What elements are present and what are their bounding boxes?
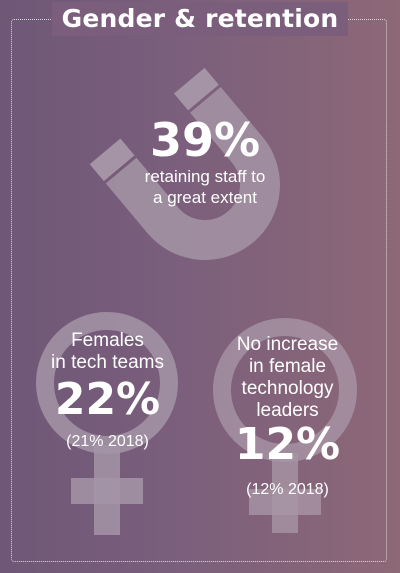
leaders-previous: (12% 2018) [246, 481, 329, 498]
females-label-line1: Females [71, 330, 144, 351]
leaders-label-line4: leaders [256, 400, 319, 421]
retention-percent: 39% [149, 113, 261, 167]
leaders-percent: 12% [234, 419, 341, 470]
females-previous: (21% 2018) [66, 433, 149, 450]
magnet-icon [89, 67, 280, 260]
leaders-label-line1: No increase [236, 334, 339, 355]
page-title: Gender & retention [51, 2, 349, 36]
leaders-label-line2: in female [248, 356, 327, 377]
females-label-line2: in tech teams [51, 352, 164, 373]
retention-caption-line1: retaining staff to [144, 167, 266, 186]
female-symbol-icon [36, 312, 178, 535]
female-symbol-icon [213, 318, 357, 533]
retention-caption-line2: a great extent [153, 188, 257, 207]
females-percent: 22% [54, 374, 161, 425]
leaders-label-line3: technology [241, 378, 334, 399]
